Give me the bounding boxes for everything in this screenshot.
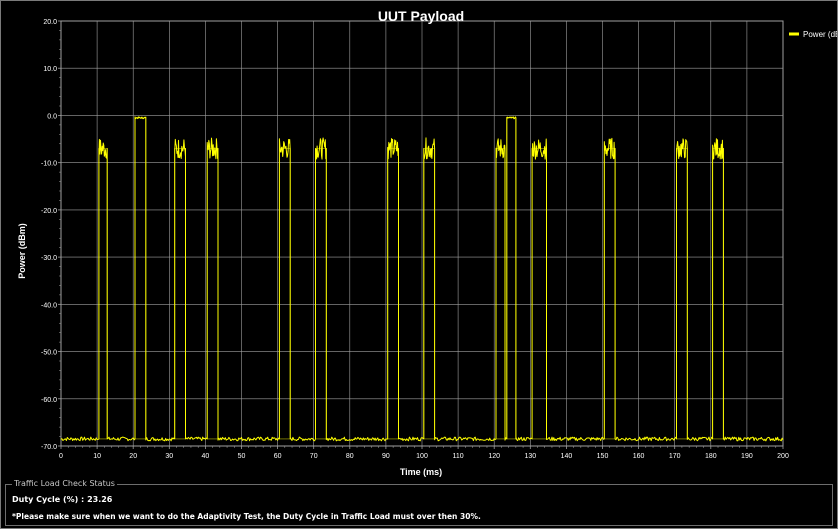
- duty-cycle-label: Duty Cycle (%) :: [12, 495, 85, 504]
- x-tick-label: 20: [129, 453, 137, 460]
- x-tick-label: 140: [561, 453, 573, 460]
- x-tick-label: 180: [705, 453, 717, 460]
- x-tick-label: 110: [453, 453, 464, 460]
- burst-mark: [174, 148, 186, 440]
- legend-label: Power (dBm): [803, 30, 837, 39]
- burst-mark: [712, 148, 724, 440]
- y-tick-label: -70.0: [41, 444, 57, 451]
- chart-svg: 0 10 20 30 40 50 60 70 80 90 100 110 120 130 140 150 160…: [17, 8, 837, 477]
- x-tick-label: 70: [310, 453, 318, 460]
- burst-mark: [603, 148, 616, 440]
- burst-mark: [676, 148, 688, 440]
- y-tick-label: -30.0: [41, 255, 57, 262]
- x-tick-label: 130: [524, 453, 536, 460]
- x-tick-label: 170: [669, 453, 681, 460]
- traffic-load-status-panel: Traffic Load Check Status Duty Cycle (%)…: [5, 479, 833, 526]
- y-tick-label: 0.0: [47, 113, 57, 120]
- burst-mark: [134, 117, 147, 440]
- x-tick-label: 90: [382, 453, 390, 460]
- grid-layer: [60, 20, 784, 447]
- power-trace-line: [60, 116, 784, 442]
- burst-mark: [423, 148, 436, 440]
- x-tick-label: 200: [777, 453, 789, 460]
- burst-mark: [495, 148, 506, 440]
- y-tick-label: -60.0: [41, 397, 57, 404]
- y-tick-label: -10.0: [41, 161, 57, 168]
- y-axis-label: Power (dBm): [17, 223, 27, 279]
- x-tick-label: 150: [597, 453, 609, 460]
- burst-mark: [531, 148, 547, 440]
- duty-cycle-value: 23.26: [87, 495, 113, 504]
- x-tick-label: 10: [93, 453, 101, 460]
- x-tick-label: 0: [59, 453, 63, 460]
- y-tick-label: 10.0: [43, 66, 57, 73]
- tick-layer: 0 10 20 30 40 50 60 70 80 90 100 110 120 130 140 150 160…: [41, 19, 789, 460]
- x-tick-label: 160: [633, 453, 645, 460]
- duty-cycle-line: Duty Cycle (%) : 23.26: [12, 495, 112, 504]
- legend: Power (dBm): [789, 30, 837, 39]
- x-tick-label: 80: [346, 453, 354, 460]
- x-tick-label: 100: [416, 453, 428, 460]
- burst-mark: [315, 148, 327, 440]
- adaptivity-note: *Please make sure when we want to do the…: [12, 512, 481, 521]
- y-tick-label: -40.0: [41, 302, 57, 309]
- x-tick-label: 60: [274, 453, 282, 460]
- trace-layer: [60, 116, 784, 442]
- x-tick-label: 190: [741, 453, 753, 460]
- status-panel-title: Traffic Load Check Status: [12, 479, 117, 488]
- chart-title: UUT Payload: [378, 8, 464, 24]
- burst-mark: [506, 117, 517, 440]
- y-tick-label: 20.0: [43, 19, 57, 26]
- y-tick-label: -20.0: [41, 208, 57, 215]
- x-tick-label: 120: [488, 453, 500, 460]
- burst-mark: [206, 148, 219, 440]
- x-tick-label: 50: [238, 453, 246, 460]
- x-tick-label: 30: [165, 453, 173, 460]
- burst-mark: [387, 148, 399, 440]
- x-tick-label: 40: [202, 453, 210, 460]
- burst-mark: [279, 148, 291, 440]
- x-axis-label: Time (ms): [400, 467, 442, 477]
- burst-mark: [98, 148, 108, 440]
- y-tick-label: -50.0: [41, 350, 57, 357]
